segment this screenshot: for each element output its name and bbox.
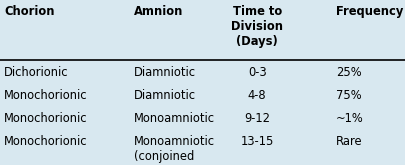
- Text: Chorion: Chorion: [4, 5, 55, 18]
- Text: Monochorionic: Monochorionic: [4, 89, 87, 102]
- Text: Time to
Division
(Days): Time to Division (Days): [231, 5, 283, 48]
- Text: ~1%: ~1%: [336, 112, 364, 125]
- Text: 13-15: 13-15: [241, 135, 274, 148]
- Text: 9-12: 9-12: [244, 112, 270, 125]
- Text: Frequency: Frequency: [336, 5, 403, 18]
- Text: Monoamniotic
(conjoined
twins): Monoamniotic (conjoined twins): [134, 135, 215, 165]
- Text: Monochorionic: Monochorionic: [4, 135, 87, 148]
- Text: 0-3: 0-3: [248, 66, 266, 79]
- Text: 25%: 25%: [336, 66, 362, 79]
- Text: Monochorionic: Monochorionic: [4, 112, 87, 125]
- Text: Monoamniotic: Monoamniotic: [134, 112, 215, 125]
- Text: Rare: Rare: [336, 135, 363, 148]
- Text: Amnion: Amnion: [134, 5, 183, 18]
- Text: Dichorionic: Dichorionic: [4, 66, 69, 79]
- Text: Diamniotic: Diamniotic: [134, 89, 196, 102]
- Text: 75%: 75%: [336, 89, 362, 102]
- Text: Diamniotic: Diamniotic: [134, 66, 196, 79]
- Text: 4-8: 4-8: [248, 89, 266, 102]
